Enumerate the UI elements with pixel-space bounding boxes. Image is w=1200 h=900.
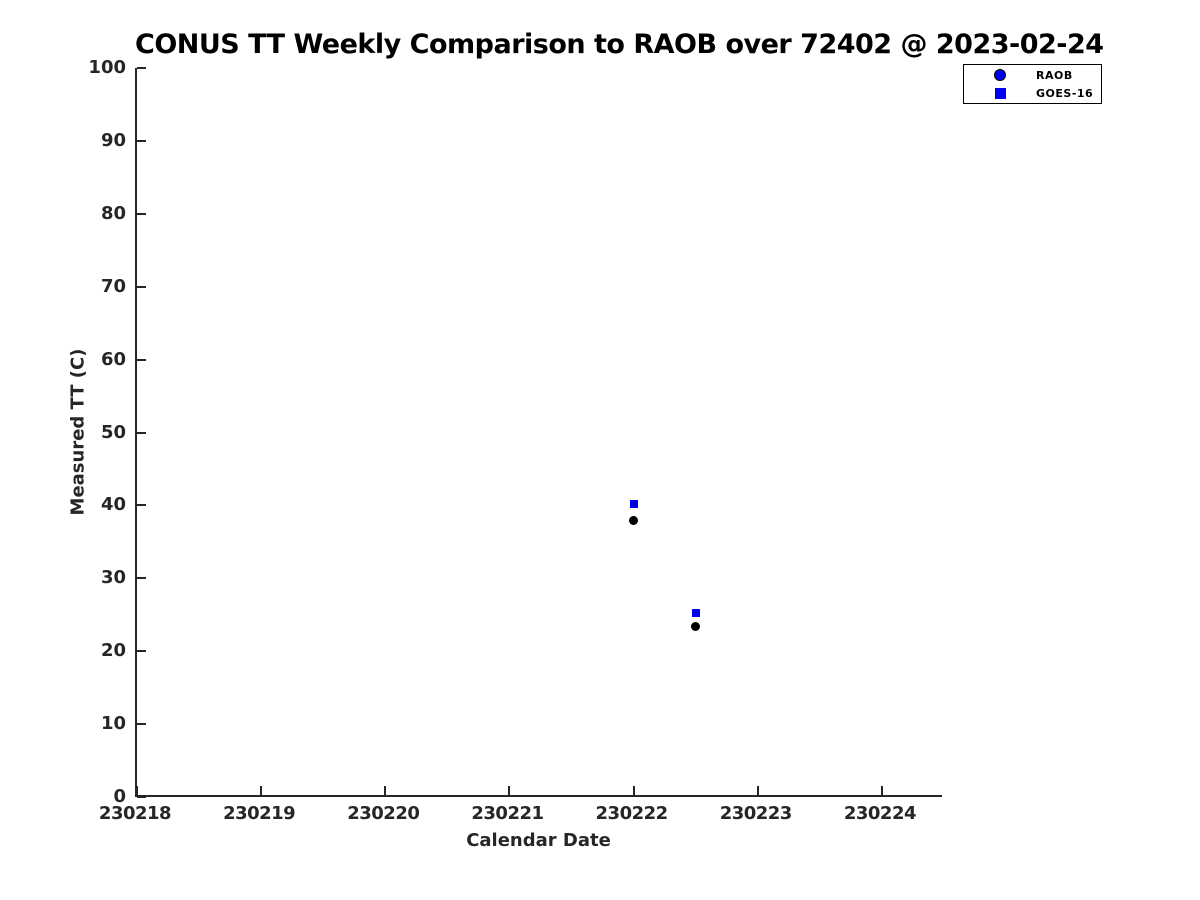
x-tick-label: 230222 [595,803,669,824]
data-point-goes-16 [629,499,638,508]
y-tick [137,796,146,798]
y-tick [137,650,146,653]
legend-row: GOES-16 [964,85,1101,102]
x-tick-label: 230224 [843,803,917,824]
y-tick-label: 50 [100,421,126,443]
x-tick [260,786,263,795]
x-axis-label: Calendar Date [466,830,611,851]
legend-row: RAOB [964,67,1101,84]
plot-area [135,67,942,798]
data-point-raob [691,621,701,631]
y-tick-label: 60 [100,348,126,370]
y-tick [137,358,146,361]
y-tick-label: 30 [100,567,126,589]
goes-16-legend-square-icon [994,87,1006,99]
legend: RAOB GOES-16 [963,64,1102,104]
legend-label: RAOB [1036,68,1073,82]
y-tick [137,212,146,215]
x-tick [384,786,387,795]
x-tick-label: 230223 [719,803,793,824]
x-tick [136,786,138,795]
x-tick [880,786,883,795]
legend-marker-cell [964,69,1036,81]
x-tick [632,786,635,795]
y-tick [137,67,146,69]
y-tick-label: 100 [88,57,126,78]
raob-legend-circle-icon [994,69,1006,81]
y-tick [137,285,146,288]
y-tick [137,139,146,142]
y-tick-label: 90 [100,129,126,151]
data-point-raob [629,516,639,526]
y-tick [137,723,146,726]
legend-marker-cell [964,87,1036,99]
y-tick-label: 70 [100,275,126,297]
y-tick-label: 80 [100,202,126,224]
x-tick-label: 230221 [471,803,544,824]
y-tick-label: 40 [100,494,126,516]
x-tick-label: 230220 [347,803,420,824]
x-tick-label: 230218 [98,803,172,824]
y-tick-label: 10 [100,713,126,735]
data-point-goes-16 [691,609,700,618]
y-tick-label: 20 [100,640,126,662]
x-tick [756,786,759,795]
y-tick [137,431,146,434]
x-tick-label: 230219 [223,803,296,824]
x-tick [508,786,511,795]
y-tick [137,504,146,507]
legend-label: GOES-16 [1036,86,1094,100]
y-tick-label: 0 [113,786,126,807]
chart-title: CONUS TT Weekly Comparison to RAOB over … [135,29,1104,60]
y-tick [137,577,146,580]
